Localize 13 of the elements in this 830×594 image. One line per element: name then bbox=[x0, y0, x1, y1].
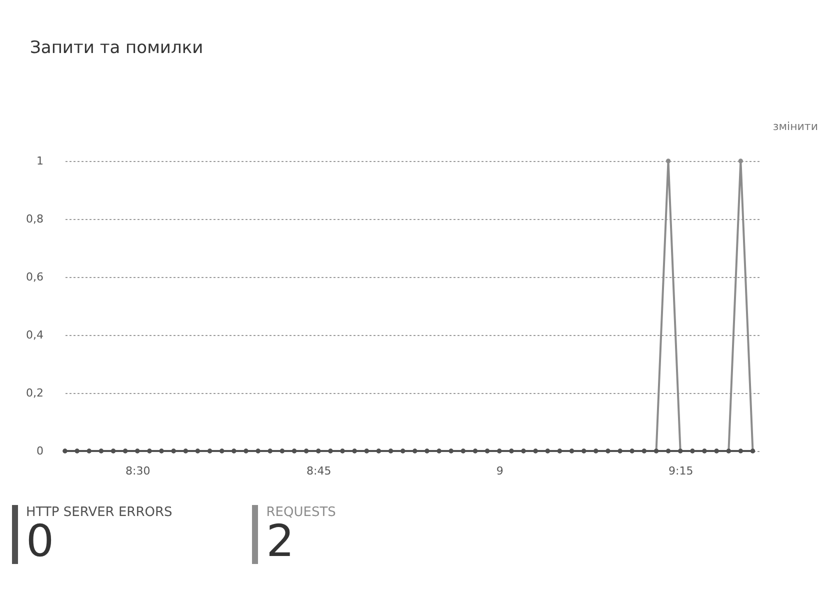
y-tick-label: 0,2 bbox=[26, 386, 44, 400]
text: HTTP SERVER ERRORS bbox=[26, 505, 172, 520]
x-tick-label: 9:15 bbox=[668, 464, 694, 478]
text: змінити bbox=[772, 120, 818, 133]
y-tick-label: 1 bbox=[36, 154, 44, 168]
chart-title: Запити та помилки bbox=[30, 38, 204, 58]
y-tick-label: 0 bbox=[36, 444, 44, 458]
x-tick-label: 9 bbox=[496, 464, 504, 478]
x-tick-label: 8:30 bbox=[126, 464, 150, 478]
y-tick-label: 0,6 bbox=[26, 270, 44, 284]
y-tick-label: 0,4 bbox=[26, 328, 44, 342]
x-tick-label: 8:45 bbox=[306, 464, 332, 478]
y-tick-label: 0,8 bbox=[26, 212, 44, 226]
